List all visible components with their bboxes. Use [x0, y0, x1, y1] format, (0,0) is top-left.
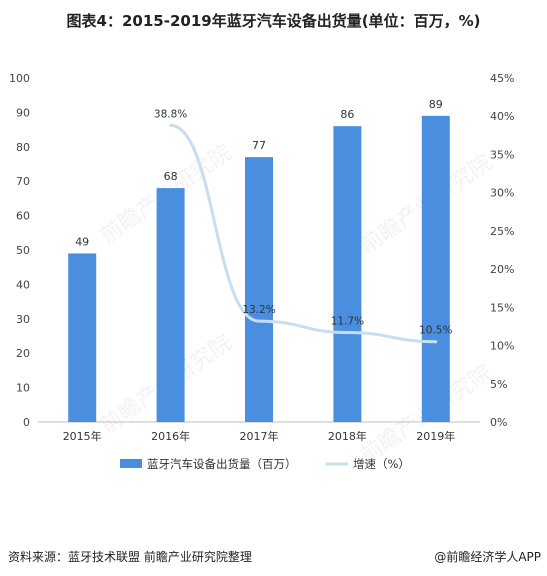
bar-value-label: 68	[164, 170, 178, 183]
brand-label: @前瞻经济学人APP	[434, 550, 541, 564]
x-tick-label: 2017年	[240, 429, 279, 443]
y-tick-label: 50	[16, 244, 30, 257]
bar	[333, 126, 362, 422]
y2-tick-label: 25%	[490, 225, 514, 238]
y-tick-label: 30	[16, 313, 30, 326]
y2-tick-label: 15%	[490, 301, 514, 314]
y2-tick-label: 20%	[490, 263, 514, 276]
y2-tick-label: 10%	[490, 340, 514, 353]
x-tick-label: 2018年	[328, 429, 367, 443]
legend-line-label: 增速（%）	[353, 457, 410, 471]
bar	[156, 188, 185, 422]
bar	[68, 253, 97, 422]
y-tick-label: 100	[9, 72, 30, 85]
bar-value-label: 89	[429, 98, 443, 111]
x-tick-label: 2019年	[416, 429, 455, 443]
growth-series-line	[169, 123, 438, 344]
bar	[421, 115, 450, 422]
y2-tick-label: 45%	[490, 72, 514, 85]
y-tick-label: 90	[16, 106, 30, 119]
x-tick-label: 2015年	[63, 429, 102, 443]
line-value-label: 11.7%	[331, 316, 364, 328]
y2-tick-label: 30%	[490, 187, 514, 200]
y-tick-label: 40	[16, 278, 30, 291]
y2-tick-label: 35%	[490, 148, 514, 161]
y2-tick-label: 0%	[490, 416, 507, 429]
legend-bar-label: 蓝牙汽车设备出货量（百万）	[147, 457, 297, 471]
bar-value-label: 49	[75, 235, 89, 248]
y-tick-label: 0	[23, 416, 30, 429]
y-tick-label: 70	[16, 175, 30, 188]
y2-tick-label: 40%	[490, 110, 514, 123]
chart-title: 图表4：2015-2019年蓝牙汽车设备出货量(单位：百万，%)	[66, 12, 481, 30]
line-value-label: 38.8%	[154, 108, 187, 120]
y-tick-label: 20	[16, 347, 30, 360]
y2-tick-label: 5%	[490, 378, 507, 391]
x-tick-label: 2016年	[151, 429, 190, 443]
source-note: 资料来源：蓝牙技术联盟 前瞻产业研究院整理	[8, 550, 252, 564]
y-tick-label: 10	[16, 382, 30, 395]
line-value-label: 10.5%	[419, 325, 452, 337]
line-value-label: 13.2%	[242, 304, 275, 316]
bar-value-label: 86	[340, 108, 354, 121]
legend-bar-swatch	[120, 459, 142, 468]
bar	[245, 157, 273, 422]
y-tick-label: 80	[16, 141, 30, 154]
bar-value-label: 77	[252, 139, 266, 152]
y-tick-label: 60	[16, 210, 30, 223]
